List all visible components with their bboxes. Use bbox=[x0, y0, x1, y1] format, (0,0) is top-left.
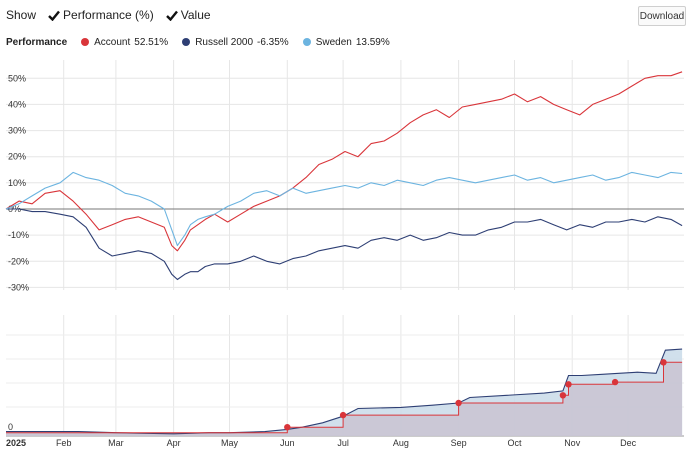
y-tick-label: 20% bbox=[8, 152, 26, 162]
toolbar: Show Performance (%) Value bbox=[6, 6, 211, 24]
legend-name: Russell 2000 bbox=[195, 36, 254, 48]
value-toggle[interactable]: Value bbox=[165, 8, 211, 22]
performance-toggle-label: Performance (%) bbox=[63, 8, 154, 22]
series-line-account bbox=[5, 71, 683, 252]
x-tick-label: Apr bbox=[167, 438, 181, 448]
y-tick-label: 50% bbox=[8, 73, 26, 83]
deposit-marker bbox=[611, 378, 619, 386]
download-button[interactable]: Download bbox=[638, 6, 686, 26]
x-tick-label: May bbox=[221, 438, 239, 448]
legend-item-account[interactable]: Account 52.51% bbox=[81, 37, 168, 48]
y-tick-label: -30% bbox=[8, 282, 29, 292]
legend-item-sweden[interactable]: Sweden 13.59% bbox=[302, 36, 390, 48]
checkmark-icon bbox=[48, 10, 60, 21]
value-toggle-label: Value bbox=[180, 8, 211, 22]
x-tick-label: Sep bbox=[451, 438, 467, 448]
value-y-tick-label: 0 bbox=[8, 422, 13, 432]
checkmark-icon bbox=[165, 10, 178, 21]
x-tick-label: 2025 bbox=[6, 438, 26, 448]
show-label: Show bbox=[6, 8, 37, 22]
legend-dot bbox=[81, 38, 90, 46]
performance-toggle[interactable]: Performance (%) bbox=[48, 8, 154, 22]
series-line-sweden bbox=[5, 171, 683, 247]
series-line-russell-2000 bbox=[6, 208, 683, 281]
x-tick-label: Jun bbox=[280, 438, 295, 448]
x-tick-label: Oct bbox=[507, 438, 522, 448]
y-tick-label: 10% bbox=[8, 178, 26, 188]
x-tick-label: Feb bbox=[56, 438, 72, 448]
deposits-area bbox=[6, 362, 683, 436]
y-tick-label: 30% bbox=[8, 126, 26, 136]
legend-name: Account bbox=[94, 36, 131, 48]
deposit-marker bbox=[660, 359, 667, 366]
y-tick-label: 40% bbox=[8, 99, 26, 109]
legend-dot bbox=[302, 38, 311, 46]
legend-dot bbox=[182, 38, 191, 46]
x-tick-label: Mar bbox=[108, 438, 124, 448]
deposit-marker bbox=[559, 392, 567, 399]
deposits-line bbox=[6, 361, 683, 434]
x-tick-label: Nov bbox=[564, 438, 581, 448]
legend-value: 52.51% bbox=[134, 36, 169, 48]
legend-name: Sweden bbox=[315, 36, 352, 48]
y-tick-label: -20% bbox=[8, 256, 29, 266]
deposit-marker bbox=[284, 424, 291, 431]
x-tick-label: Aug bbox=[393, 438, 409, 448]
x-tick-label: Jul bbox=[337, 438, 349, 448]
deposit-marker bbox=[565, 381, 572, 388]
legend-item-russell-2000[interactable]: Russell 2000 -6.35% bbox=[182, 37, 289, 48]
legend-value: 13.59% bbox=[355, 36, 390, 48]
deposit-marker bbox=[339, 411, 347, 419]
legend-title: Performance bbox=[6, 36, 68, 48]
deposit-marker bbox=[455, 399, 462, 407]
y-tick-label: -10% bbox=[8, 230, 29, 240]
legend: Performance Account 52.51% Russell 2000 … bbox=[6, 35, 404, 49]
x-tick-label: Dec bbox=[620, 438, 637, 448]
legend-value: -6.35% bbox=[257, 36, 289, 48]
